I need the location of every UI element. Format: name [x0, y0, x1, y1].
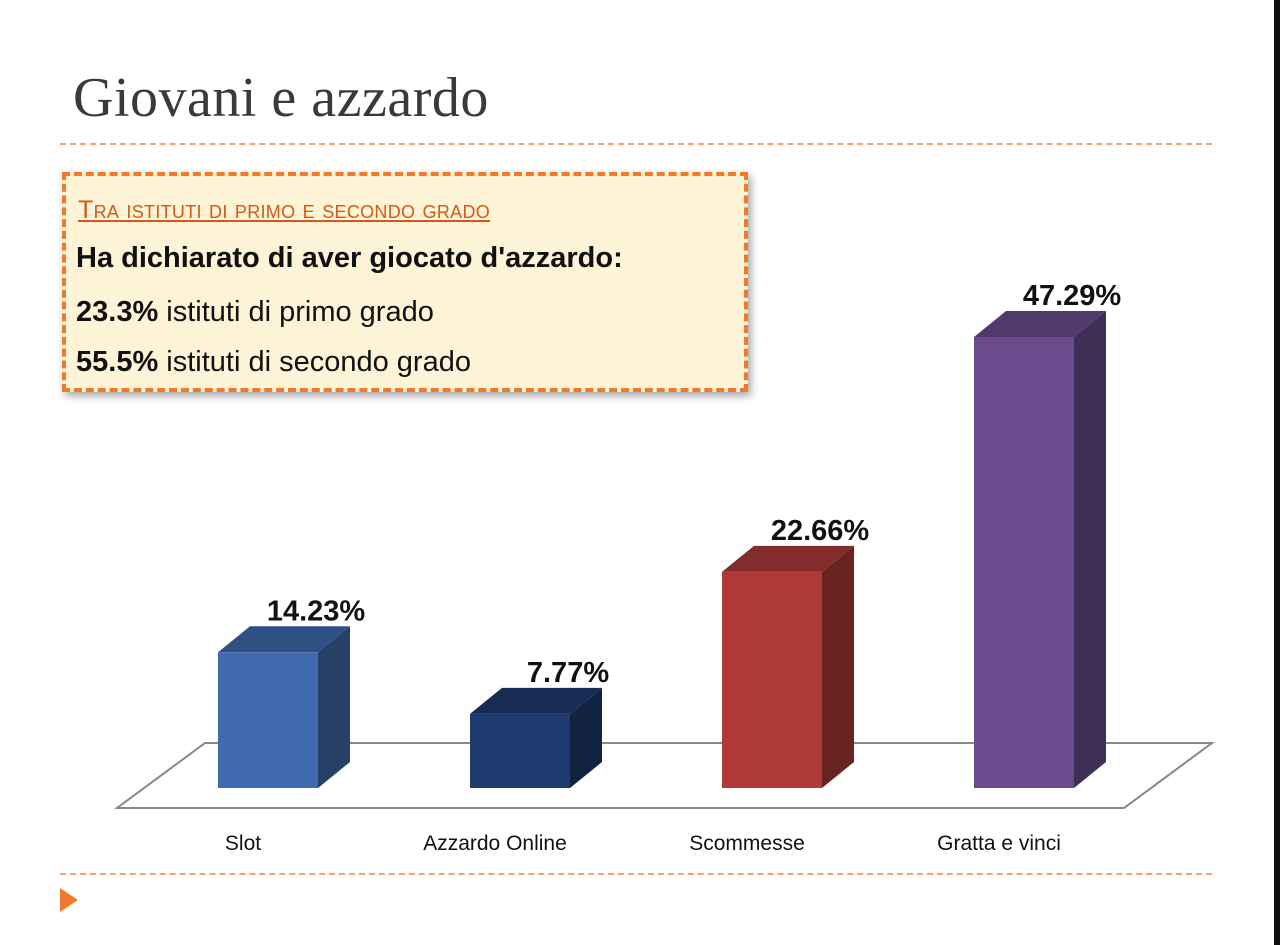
- bar-top: [470, 687, 602, 714]
- bar-top: [974, 311, 1106, 337]
- callout-line-1: Ha dichiarato di aver giocato d'azzardo:: [76, 242, 623, 274]
- footer-divider: [60, 873, 1212, 875]
- data-label: 7.77%: [527, 657, 609, 689]
- bar-side: [822, 545, 854, 788]
- category-label: Azzardo Online: [423, 832, 567, 855]
- callout-line-2: 23.3% istituti di primo grado: [76, 296, 434, 329]
- callout-heading: Tra istituti di primo e secondo grado: [78, 196, 491, 224]
- callout-line-3-text: istituti di secondo grado: [158, 346, 471, 378]
- data-label: 22.66%: [771, 515, 870, 547]
- bar-top: [218, 626, 350, 653]
- bar-side: [318, 626, 350, 788]
- chart-floor: [113, 742, 1216, 809]
- bar-side: [570, 687, 602, 788]
- callout-box: Tra istituti di primo e secondo grado Ha…: [62, 172, 748, 392]
- bar: [470, 713, 570, 788]
- callout-line-3: 55.5% istituti di secondo grado: [76, 346, 471, 379]
- bar: [974, 337, 1074, 788]
- data-label: 14.23%: [267, 595, 366, 627]
- bar: [218, 652, 318, 788]
- title-divider: [60, 143, 1212, 145]
- category-label: Slot: [225, 832, 261, 855]
- category-label: Gratta e vinci: [937, 832, 1061, 855]
- bar-side: [1074, 311, 1106, 788]
- next-arrow-icon: [60, 888, 78, 912]
- bar-top: [722, 545, 854, 572]
- bar: [722, 571, 822, 788]
- callout-line-2-value: 23.3%: [76, 296, 159, 328]
- callout-line-2-text: istituti di primo grado: [158, 296, 434, 328]
- callout-line-3-value: 55.5%: [76, 346, 159, 378]
- slide-title: Giovani e azzardo: [73, 67, 489, 129]
- category-label: Scommesse: [689, 832, 805, 855]
- data-label: 47.29%: [1023, 280, 1122, 312]
- slide-edge: [1274, 0, 1280, 945]
